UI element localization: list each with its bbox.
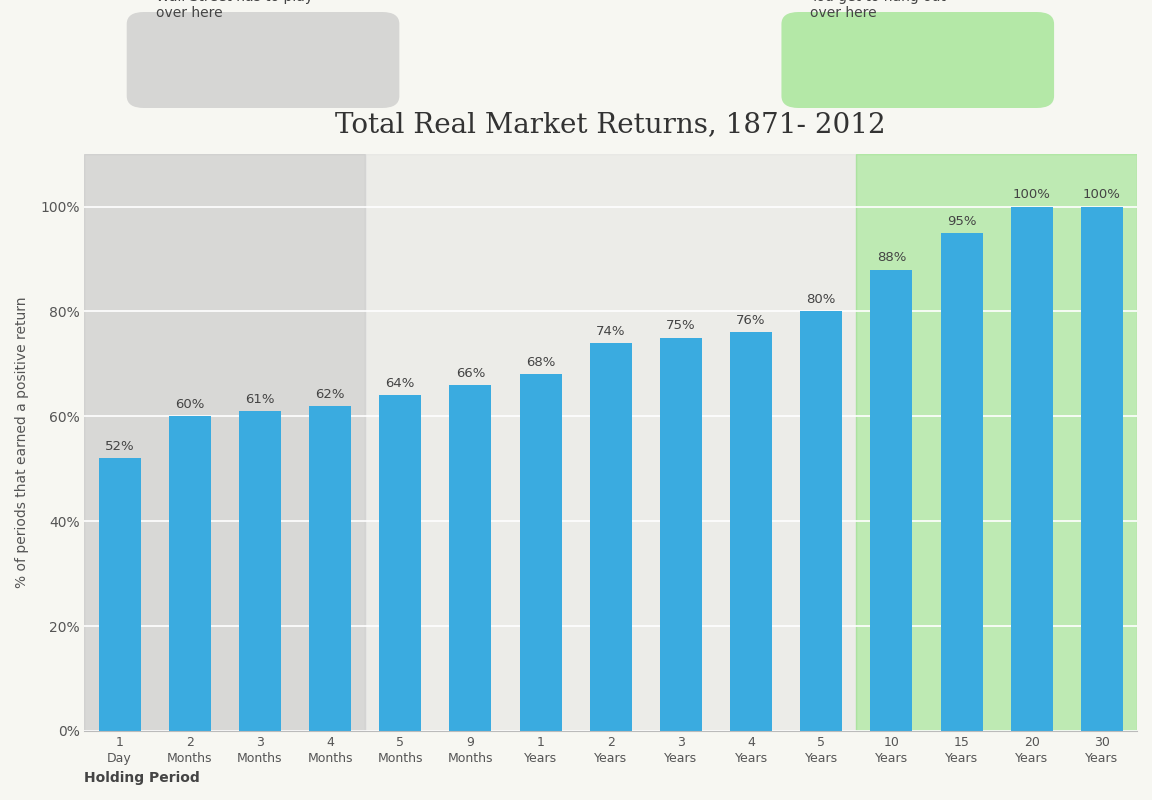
Text: 76%: 76% xyxy=(736,314,766,327)
Bar xyxy=(99,458,141,731)
Bar xyxy=(730,333,772,731)
Bar xyxy=(1081,206,1123,731)
Bar xyxy=(660,338,702,731)
Text: 74%: 74% xyxy=(596,325,626,338)
Bar xyxy=(449,385,492,731)
Text: 66%: 66% xyxy=(456,366,485,380)
Text: 52%: 52% xyxy=(105,440,135,453)
Text: 100%: 100% xyxy=(1083,189,1121,202)
Bar xyxy=(520,374,562,731)
Text: 61%: 61% xyxy=(245,393,274,406)
Text: 88%: 88% xyxy=(877,251,907,264)
X-axis label: Holding Period: Holding Period xyxy=(84,771,200,785)
Text: You get to hang out
over here: You get to hang out over here xyxy=(810,0,946,20)
Bar xyxy=(365,154,856,731)
Text: 64%: 64% xyxy=(386,377,415,390)
Text: 100%: 100% xyxy=(1013,189,1051,202)
Text: 80%: 80% xyxy=(806,294,836,306)
Text: 68%: 68% xyxy=(525,356,555,369)
Bar xyxy=(379,395,422,731)
Text: 75%: 75% xyxy=(666,319,696,333)
Text: 62%: 62% xyxy=(316,388,344,401)
Text: 95%: 95% xyxy=(947,214,977,228)
Bar xyxy=(1010,206,1053,731)
Text: Wall Street has to play
over here: Wall Street has to play over here xyxy=(156,0,312,20)
Bar xyxy=(309,406,351,731)
Title: Total Real Market Returns, 1871- 2012: Total Real Market Returns, 1871- 2012 xyxy=(335,111,886,138)
Bar xyxy=(871,270,912,731)
Bar xyxy=(590,343,631,731)
Bar xyxy=(801,311,842,731)
Bar xyxy=(238,411,281,731)
Bar xyxy=(856,154,1137,731)
Bar xyxy=(940,233,983,731)
Y-axis label: % of periods that earned a positive return: % of periods that earned a positive retu… xyxy=(15,297,29,588)
Text: 60%: 60% xyxy=(175,398,204,411)
Bar xyxy=(84,154,365,731)
Bar xyxy=(168,416,211,731)
